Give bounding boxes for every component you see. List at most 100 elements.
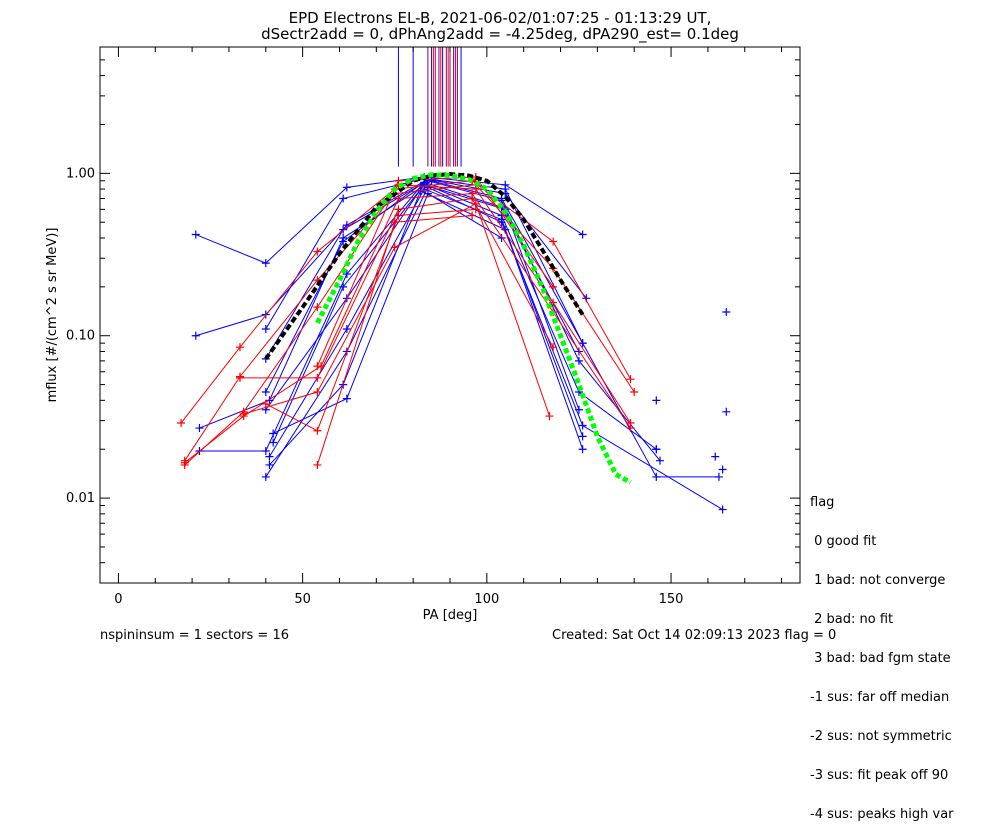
chart-title: EPD Electrons EL-B, 2021-06-02/01:07:25 … (288, 9, 712, 27)
y-axis-label: mflux [#/(cm^2 s sr MeV)] (45, 228, 60, 403)
legend-item-flag-1: 1 bad: not converge (810, 573, 946, 588)
data-point (342, 394, 351, 403)
data-point (549, 282, 558, 291)
data-point (578, 432, 587, 441)
data-point (390, 243, 399, 252)
data-point (468, 211, 477, 220)
y-tick-label: 0.01 (66, 491, 95, 506)
data-point (549, 298, 558, 307)
data-point (718, 465, 727, 474)
series-line-blue (265, 186, 723, 510)
data-point (339, 237, 348, 246)
data-point (626, 375, 635, 384)
series-line-blue (265, 180, 661, 461)
data-point (578, 421, 587, 430)
data-point (313, 303, 322, 312)
chart-axes: 0 50 100 150 0.01 0.10 1.00 (66, 46, 800, 607)
data-point (342, 325, 351, 334)
data-point (652, 472, 661, 481)
data-point (236, 373, 244, 382)
data-point (718, 505, 727, 514)
footer-left: nspininsum = 1 sectors = 16 (100, 628, 289, 643)
series-line-blue (272, 192, 502, 434)
data-point (313, 373, 322, 382)
data-point (342, 269, 351, 278)
data-point (471, 205, 480, 214)
legend-item-flag-2: 2 bad: no fit (810, 612, 894, 627)
data-point (711, 452, 720, 461)
data-point (177, 419, 186, 428)
data-point (630, 388, 639, 397)
x-tick-label: 150 (659, 592, 684, 607)
data-point (313, 426, 322, 435)
data-point (265, 460, 274, 469)
series-line-blue (195, 176, 583, 264)
legend-item-flag-minus3: -3 sus: fit peak off 90 (810, 768, 949, 783)
x-axis-label: PA [deg] (423, 608, 478, 623)
data-point (390, 218, 399, 227)
flag-legend: flag 0 good fit 1 bad: not converge 2 ba… (810, 470, 954, 834)
data-point (549, 237, 558, 246)
data-point (497, 215, 506, 224)
y-tick-label: 0.10 (66, 329, 95, 344)
data-point (261, 447, 270, 456)
data-point (195, 424, 204, 433)
legend-item-flag-3: 3 bad: bad fgm state (810, 651, 951, 666)
data-point (722, 307, 731, 316)
chart-subtitle: dSectr2add = 0, dPhAng2add = -4.25deg, d… (261, 25, 739, 43)
data-point (236, 343, 244, 352)
plot-content (177, 47, 731, 514)
data-point (501, 185, 510, 194)
legend-item-flag-minus2: -2 sus: not symmetric (810, 729, 952, 744)
series-line-red (184, 184, 631, 466)
data-point (574, 356, 583, 365)
data-point (652, 396, 661, 405)
series-line-blue (195, 178, 587, 337)
data-point (714, 472, 723, 481)
data-point (626, 424, 635, 433)
series-line-red (243, 203, 550, 417)
data-point (313, 247, 322, 256)
data-point (191, 230, 200, 239)
data-point (652, 445, 661, 454)
fit-curve-green (315, 172, 632, 485)
data-point (191, 331, 200, 340)
x-tick-label: 100 (474, 592, 499, 607)
data-point (545, 412, 554, 421)
series-line-red (265, 208, 476, 432)
y-tick-label: 1.00 (66, 166, 95, 181)
data-point (265, 452, 274, 461)
data-point (394, 194, 403, 203)
footer-right: Created: Sat Oct 14 02:09:13 2023 flag =… (552, 628, 837, 643)
legend-item-flag-minus1: -1 sus: far off median (810, 690, 950, 705)
data-point (574, 405, 583, 414)
x-tick-label: 0 (114, 592, 122, 607)
data-point (180, 458, 189, 467)
data-point (394, 176, 403, 185)
data-point (313, 460, 322, 469)
data-point (339, 225, 348, 234)
data-point (342, 183, 351, 192)
series-line-blue (272, 184, 580, 443)
data-point (261, 388, 270, 397)
data-point (339, 194, 348, 203)
data-point (578, 445, 587, 454)
legend-item-flag-minus4: -4 sus: peaks high var (810, 807, 954, 822)
fit-curve-black (264, 172, 585, 361)
series-line-red (184, 193, 631, 464)
data-point (656, 456, 664, 465)
legend-item-flag-0: 0 good fit (810, 534, 877, 549)
data-point (269, 429, 278, 438)
series-line-blue (199, 180, 584, 429)
data-point (269, 438, 278, 447)
data-point (471, 185, 480, 194)
series-line-red (184, 184, 635, 461)
series-line-red (180, 180, 631, 424)
data-point (497, 233, 506, 242)
series-line-blue (269, 190, 584, 466)
data-point (313, 388, 322, 397)
data-point (261, 472, 270, 481)
data-point (313, 362, 322, 371)
chart-plot: 0 50 100 150 0.01 0.10 1.00 PA [deg] mflux [#/… (45, 46, 801, 623)
series-line-blue (269, 188, 584, 457)
